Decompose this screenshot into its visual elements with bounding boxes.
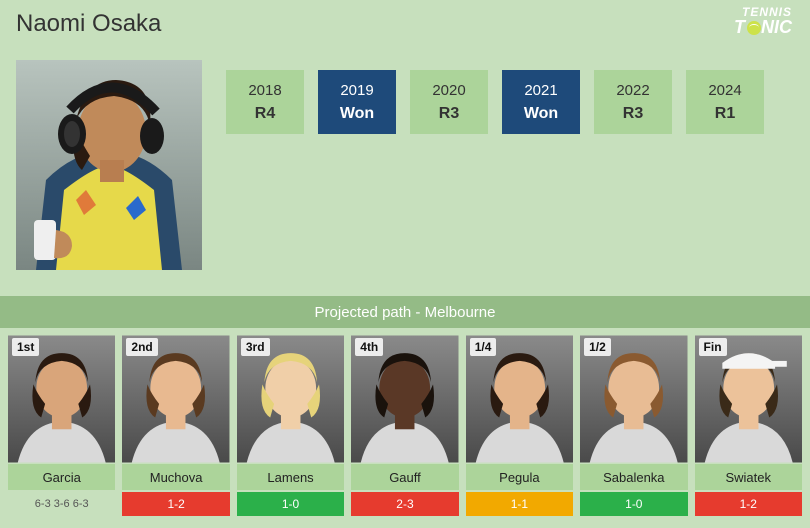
history-result: Won <box>340 105 374 123</box>
history-card: 2019 Won <box>318 70 396 134</box>
opponent-name: Garcia <box>8 464 115 490</box>
history-year: 2024 <box>708 82 741 99</box>
match-score: 6-3 3-6 6-3 <box>8 492 115 516</box>
opponent-card: 1st Garcia6-3 3-6 6-3 <box>8 334 115 528</box>
opponent-name: Muchova <box>122 464 229 490</box>
path-row: 1st Garcia6-3 3-6 6-32nd Muchova1-23rd <box>0 328 810 528</box>
opponent-card: 1/4 Pegula1-1 <box>466 334 573 528</box>
opponent-name: Pegula <box>466 464 573 490</box>
opponent-card: 4th Gauff2-3 <box>351 334 458 528</box>
round-badge: 4th <box>355 338 383 356</box>
history-year: 2020 <box>432 82 465 99</box>
opponent-name: Swiatek <box>695 464 802 490</box>
top-section: 2018 R4 2019 Won 2020 R3 2021 Won 2022 R… <box>0 64 810 296</box>
round-badge: 1st <box>12 338 39 356</box>
history-card: 2021 Won <box>502 70 580 134</box>
history-card: 2020 R3 <box>410 70 488 134</box>
history-card: 2018 R4 <box>226 70 304 134</box>
history-year: 2022 <box>616 82 649 99</box>
brand-line2: TNIC <box>734 18 792 36</box>
h2h-record: 1-1 <box>466 492 573 516</box>
round-badge: Fin <box>699 338 727 356</box>
history-result: Won <box>524 105 558 123</box>
opponent-name: Sabalenka <box>580 464 687 490</box>
h2h-record: 1-2 <box>122 492 229 516</box>
round-badge: 2nd <box>126 338 157 356</box>
h2h-record: 1-0 <box>237 492 344 516</box>
history-year: 2021 <box>524 82 557 99</box>
round-badge: 3rd <box>241 338 270 356</box>
history-result: R4 <box>255 105 275 123</box>
brand-logo: TENNIS TNIC <box>734 6 792 36</box>
opponent-card: 3rd Lamens1-0 <box>237 334 344 528</box>
tennis-ball-icon <box>747 21 761 35</box>
history-result: R3 <box>623 105 643 123</box>
h2h-record: 1-0 <box>580 492 687 516</box>
history-year: 2018 <box>248 82 281 99</box>
header: Naomi Osaka TENNIS TNIC <box>0 0 810 64</box>
path-header: Projected path - Melbourne <box>0 296 810 328</box>
h2h-record: 1-2 <box>695 492 802 516</box>
player-photo <box>16 60 202 270</box>
round-badge: 1/2 <box>584 338 611 356</box>
opponent-name: Lamens <box>237 464 344 490</box>
history-result: R3 <box>439 105 459 123</box>
h2h-record: 2-3 <box>351 492 458 516</box>
opponent-card: 2nd Muchova1-2 <box>122 334 229 528</box>
opponent-name: Gauff <box>351 464 458 490</box>
opponent-card: 1/2 Sabalenka1-0 <box>580 334 687 528</box>
history-result: R1 <box>715 105 735 123</box>
player-name: Naomi Osaka <box>0 0 161 38</box>
history-card: 2022 R3 <box>594 70 672 134</box>
player-photo-svg <box>16 60 202 270</box>
history-card: 2024 R1 <box>686 70 764 134</box>
history-year: 2019 <box>340 82 373 99</box>
history-row: 2018 R4 2019 Won 2020 R3 2021 Won 2022 R… <box>226 70 764 296</box>
opponent-card: Fin Swiatek1-2 <box>695 334 802 528</box>
round-badge: 1/4 <box>470 338 497 356</box>
